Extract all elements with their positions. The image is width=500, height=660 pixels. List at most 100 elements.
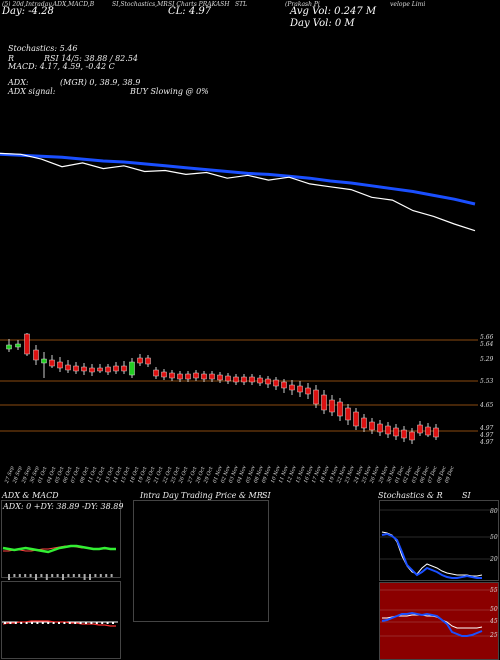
candle-body <box>121 365 127 372</box>
candle <box>369 418 375 434</box>
price-level-label: 4.97 <box>480 432 494 439</box>
price-level-label: 4.65 <box>480 402 494 409</box>
adx-histogram-bar <box>67 574 70 577</box>
adx-histogram-bar <box>83 574 86 580</box>
macd-histogram-bar <box>58 622 60 624</box>
candle-body <box>193 372 199 379</box>
candle <box>337 398 343 421</box>
close-price: CL: 4.97 <box>168 6 212 17</box>
adx-readout: (MGR) 0, 38.9, 38.9 <box>60 78 141 87</box>
candle <box>385 422 391 438</box>
adx-histogram-bar <box>24 574 27 577</box>
rsi-prefix: R <box>8 54 15 63</box>
candle-body <box>385 425 391 435</box>
candle-body <box>105 366 111 373</box>
macd-histogram-bar <box>25 622 28 624</box>
candle-body <box>65 364 71 371</box>
candle-body <box>305 387 311 395</box>
macd-histogram-bar <box>79 622 82 624</box>
candle-body <box>41 358 47 364</box>
macd-histogram-bar <box>4 622 6 624</box>
candle <box>6 339 12 352</box>
candle <box>113 362 119 374</box>
adx-histogram-bar <box>99 574 102 577</box>
adx-histogram-bar <box>72 574 75 577</box>
candle-body <box>361 417 367 429</box>
candle <box>393 424 399 440</box>
stochastics-panel <box>379 500 499 581</box>
price-level-label: 5.29 <box>480 356 494 363</box>
candle <box>201 371 207 382</box>
macd-histogram-bar <box>41 622 44 624</box>
macd-histogram-bar <box>85 622 87 624</box>
stoch-panel-title-2: SI <box>462 491 471 500</box>
candle <box>209 371 215 382</box>
adx-histogram-bar <box>40 574 43 577</box>
candle <box>265 376 271 388</box>
candle-body <box>425 426 431 436</box>
candle-body <box>313 389 319 405</box>
candle <box>105 364 111 375</box>
adx-histogram-bar <box>56 574 59 577</box>
candle <box>273 377 279 390</box>
adx-histogram-bar <box>94 574 97 577</box>
candle-body <box>49 359 55 367</box>
candle-body <box>401 429 407 439</box>
avg-volume: Avg Vol: 0.247 M <box>290 6 377 17</box>
candle <box>377 420 383 436</box>
candle-body <box>73 365 79 372</box>
price-line-white <box>0 152 476 232</box>
candle-body <box>81 366 87 372</box>
candle-body <box>297 385 303 393</box>
candle <box>217 372 223 383</box>
adx-histogram-bar <box>35 574 37 580</box>
candle-body <box>169 372 175 379</box>
macd-histogram-bar <box>31 622 33 624</box>
macd-histogram-bar <box>74 622 77 624</box>
candle <box>185 371 191 382</box>
candle <box>257 375 263 386</box>
candle <box>345 404 351 425</box>
header-title-right: (Prakash Pi <box>285 1 320 8</box>
header-title-right2: velope Limi <box>390 1 426 8</box>
candle <box>81 363 87 375</box>
adx-plus-di-line <box>2 544 116 554</box>
adx-histogram-bar <box>13 574 16 577</box>
rsi-level-label: 50 <box>490 606 498 613</box>
candle <box>41 352 47 378</box>
candle-body <box>337 401 343 417</box>
price-level-label: 4.97 <box>480 425 494 432</box>
price-level-label: 4.97 <box>480 439 494 446</box>
candle-body <box>257 377 263 384</box>
candle-body <box>161 371 167 378</box>
macd-histogram-bar <box>90 622 93 624</box>
candle <box>129 358 135 378</box>
candle <box>297 381 303 397</box>
stoch-level-label: 20 <box>490 556 498 563</box>
stoch-level-label: 50 <box>490 534 498 541</box>
adx-histogram-bar <box>29 574 32 577</box>
candle <box>313 385 319 408</box>
macd-histogram-bar <box>47 622 50 624</box>
candle-body <box>329 399 335 413</box>
candle-body <box>249 376 255 383</box>
candle-body <box>233 376 239 383</box>
candle <box>65 360 71 373</box>
candle <box>281 379 287 393</box>
stoch-level-label: 80 <box>490 508 498 515</box>
candle <box>417 421 423 436</box>
ma-line-blue <box>0 152 476 206</box>
candle <box>425 423 431 437</box>
day-change: Day: -4.28 <box>2 6 54 17</box>
price-level-label: 5.66 <box>480 334 494 341</box>
candle-body <box>369 421 375 431</box>
adx-histogram-bar <box>62 574 64 580</box>
candle-body <box>185 373 191 380</box>
candle <box>177 371 183 382</box>
macd-histogram-bar <box>106 622 109 624</box>
candle-body <box>137 357 143 364</box>
adx-histogram-bar <box>18 574 21 577</box>
candle <box>321 390 327 414</box>
moving-average-chart <box>0 152 476 232</box>
candle-body <box>433 427 439 438</box>
